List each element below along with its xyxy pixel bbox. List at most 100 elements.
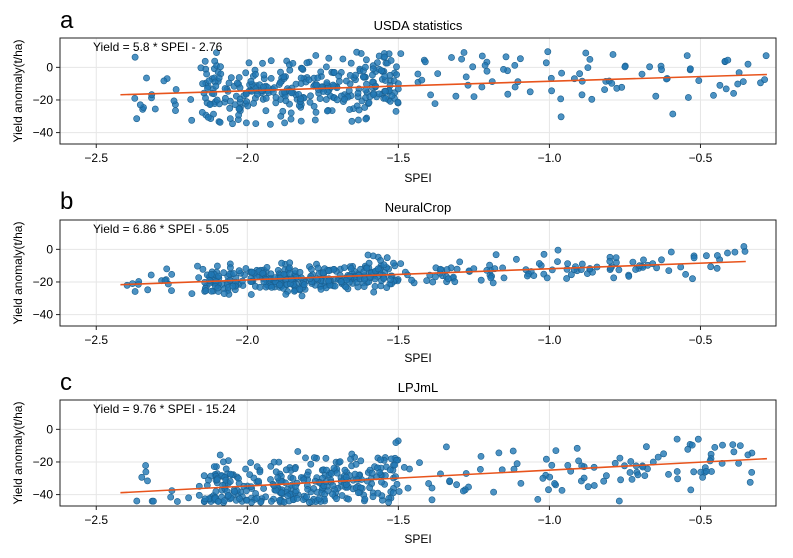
scatter-point — [582, 49, 590, 57]
panel-title: LPJmL — [398, 380, 438, 395]
scatter-point — [354, 489, 362, 497]
scatter-point — [213, 476, 221, 484]
scatter-point — [149, 497, 157, 505]
scatter-point — [199, 80, 206, 88]
scatter-point — [383, 284, 391, 291]
scatter-point — [305, 76, 313, 84]
scatter-point — [548, 266, 556, 274]
scatter-point — [625, 272, 633, 280]
scatter-point — [242, 465, 249, 473]
scatter-point — [511, 83, 519, 91]
scatter-point — [147, 271, 155, 279]
scatter-point — [640, 256, 647, 264]
scatter-point — [351, 470, 359, 478]
scatter-point — [314, 264, 322, 272]
scatter-point — [643, 443, 650, 451]
scatter-point — [495, 449, 503, 457]
scatter-point — [444, 275, 452, 283]
scatter-point — [306, 99, 314, 106]
scatter-point — [634, 471, 642, 479]
scatter-point — [198, 109, 206, 116]
scatter-point — [342, 473, 350, 481]
scatter-point — [684, 445, 692, 453]
scatter-point — [227, 74, 235, 82]
scatter-point — [220, 290, 228, 297]
scatter-point — [260, 485, 267, 492]
scatter-point — [323, 79, 331, 86]
scatter-point — [504, 90, 512, 98]
scatter-point — [397, 50, 405, 57]
scatter-point — [310, 102, 318, 110]
scatter-point — [586, 56, 594, 63]
scatter-point — [286, 270, 294, 277]
scatter-point — [208, 287, 215, 295]
scatter-point — [716, 81, 724, 89]
scatter-point — [393, 71, 400, 78]
scatter-point — [143, 74, 150, 82]
scatter-point — [297, 74, 305, 82]
panel-title: NeuralCrop — [385, 200, 451, 215]
scatter-point — [212, 82, 220, 90]
scatter-point — [578, 91, 586, 99]
scatter-point — [136, 101, 144, 109]
scatter-point — [173, 498, 181, 505]
x-tick-label: −2.5 — [84, 151, 108, 165]
scatter-point — [329, 81, 337, 89]
scatter-point — [278, 259, 285, 267]
scatter-point — [730, 448, 738, 456]
scatter-point — [361, 495, 369, 503]
scatter-point — [303, 59, 311, 67]
scatter-point — [687, 65, 694, 73]
scatter-point — [394, 98, 402, 106]
scatter-point — [204, 114, 212, 121]
x-axis-label: SPEI — [404, 351, 431, 365]
scatter-point — [131, 95, 139, 102]
scatter-point — [361, 63, 369, 71]
scatter-point — [170, 97, 178, 105]
scatter-point — [187, 96, 195, 103]
scatter-point — [247, 459, 254, 466]
scatter-point — [226, 104, 234, 112]
scatter-point — [460, 49, 468, 56]
scatter-point — [573, 444, 581, 452]
scatter-point — [307, 92, 314, 100]
panel-letter-c: c — [60, 369, 72, 396]
scatter-point — [313, 81, 320, 89]
scatter-point — [688, 441, 696, 449]
scatter-point — [731, 248, 739, 256]
scatter-point — [539, 474, 547, 482]
scatter-point — [242, 69, 250, 77]
scatter-point — [392, 108, 400, 115]
x-tick-label: −2.0 — [235, 513, 259, 527]
scatter-point — [393, 480, 401, 488]
scatter-point — [381, 53, 388, 61]
scatter-point — [252, 70, 259, 78]
scatter-point — [615, 266, 623, 274]
scatter-point — [227, 470, 234, 478]
scatter-point — [702, 467, 710, 475]
scatter-point — [500, 66, 507, 73]
scatter-point — [322, 96, 330, 103]
scatter-point — [144, 477, 151, 485]
regression-line — [120, 457, 767, 494]
scatter-point — [380, 261, 388, 269]
scatter-point — [641, 472, 649, 479]
scatter-point — [354, 89, 362, 97]
scatter-point — [291, 465, 299, 473]
scatter-point — [262, 107, 270, 115]
scatter-point — [544, 48, 552, 56]
scatter-point — [138, 473, 146, 481]
scatter-point — [236, 495, 243, 503]
scatter-point — [649, 260, 657, 268]
scatter-point — [386, 466, 394, 474]
scatter-point — [427, 91, 434, 99]
scatter-point — [584, 64, 592, 71]
scatter-point — [748, 468, 756, 476]
scatter-point — [400, 463, 408, 471]
scatter-point — [185, 494, 192, 502]
scatter-point — [247, 77, 255, 85]
scatter-point — [714, 252, 721, 259]
scatter-point — [552, 447, 560, 454]
scatter-point — [690, 254, 698, 262]
scatter-point — [310, 454, 318, 462]
